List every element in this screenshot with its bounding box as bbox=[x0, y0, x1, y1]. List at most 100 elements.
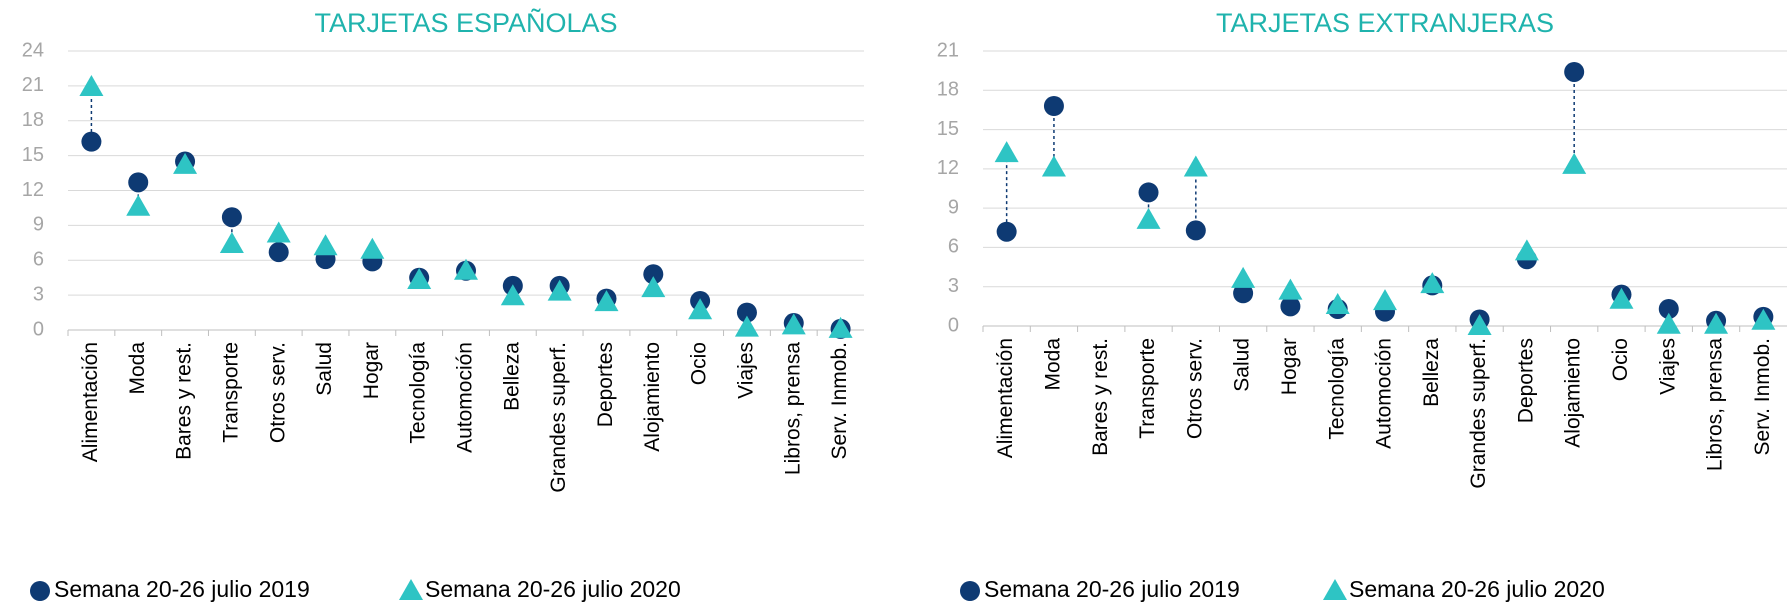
x-tick-label: Viajes bbox=[1656, 338, 1679, 395]
x-tick-label: Serv. Inmob. bbox=[1751, 338, 1774, 456]
point bbox=[1185, 220, 1206, 241]
point bbox=[219, 231, 244, 253]
x-tick-label: Alojamiento bbox=[1562, 338, 1585, 448]
x-tick-label: Deportes bbox=[594, 342, 617, 427]
x-tick-label: Bares y rest. bbox=[1089, 338, 1112, 456]
legend-marker bbox=[399, 579, 423, 600]
point bbox=[736, 302, 757, 323]
point bbox=[313, 234, 338, 256]
legend-marker bbox=[30, 581, 50, 601]
y-tick-label: 12 bbox=[22, 179, 44, 201]
y-tick-label: 9 bbox=[948, 196, 959, 218]
point bbox=[734, 315, 759, 337]
point bbox=[126, 194, 151, 216]
x-tick-label: Libros, prensa bbox=[1704, 338, 1727, 471]
point bbox=[268, 242, 289, 263]
point bbox=[1564, 61, 1585, 82]
legend-label: Semana 20-26 julio 2020 bbox=[1349, 576, 1605, 602]
point bbox=[1420, 272, 1445, 294]
point bbox=[996, 221, 1017, 242]
point bbox=[1373, 289, 1397, 311]
x-tick-label: Tecnología bbox=[1325, 338, 1348, 440]
point bbox=[128, 172, 149, 193]
x-tick-label: Belleza bbox=[1420, 338, 1443, 407]
y-tick-label: 15 bbox=[937, 118, 959, 140]
y-tick-label: 18 bbox=[937, 79, 959, 101]
point bbox=[641, 276, 666, 298]
point bbox=[1658, 298, 1679, 319]
legend-marker bbox=[1323, 579, 1347, 600]
x-tick-label: Viajes bbox=[734, 342, 757, 399]
point bbox=[360, 237, 385, 259]
x-tick-label: Libros, prensa bbox=[781, 342, 804, 475]
point bbox=[1467, 314, 1492, 335]
point bbox=[828, 316, 853, 338]
x-tick-label: Transporte bbox=[219, 342, 242, 443]
x-tick-label: Alojamiento bbox=[641, 342, 664, 452]
point bbox=[407, 268, 432, 290]
point bbox=[643, 264, 664, 285]
x-tick-label: Hogar bbox=[360, 342, 383, 399]
x-tick-label: Salud bbox=[313, 342, 336, 396]
point bbox=[1138, 182, 1159, 203]
y-tick-label: 9 bbox=[33, 214, 44, 236]
point bbox=[1231, 266, 1256, 288]
point bbox=[1656, 312, 1681, 334]
y-tick-label: 15 bbox=[22, 144, 44, 166]
point bbox=[1514, 239, 1539, 261]
point bbox=[1280, 296, 1301, 317]
y-tick-label: 24 bbox=[22, 39, 44, 61]
legend-label: Semana 20-26 julio 2019 bbox=[54, 576, 310, 602]
x-tick-label: Tecnología bbox=[407, 342, 430, 444]
legend-label: Semana 20-26 julio 2020 bbox=[425, 576, 681, 602]
point bbox=[221, 207, 242, 228]
point bbox=[1183, 155, 1208, 177]
point bbox=[1562, 152, 1587, 174]
x-tick-label: Hogar bbox=[1278, 338, 1301, 395]
point bbox=[994, 141, 1019, 163]
point bbox=[1704, 312, 1729, 334]
point bbox=[688, 298, 713, 320]
point bbox=[79, 75, 104, 97]
point bbox=[173, 152, 198, 174]
y-tick-label: 0 bbox=[33, 318, 44, 340]
legend-label: Semana 20-26 julio 2019 bbox=[984, 576, 1240, 602]
point bbox=[547, 279, 572, 301]
point bbox=[1751, 308, 1776, 330]
point bbox=[781, 313, 806, 335]
x-tick-label: Salud bbox=[1231, 338, 1254, 392]
point bbox=[594, 290, 619, 312]
point bbox=[81, 131, 102, 152]
y-tick-label: 21 bbox=[22, 74, 44, 96]
point bbox=[1136, 207, 1161, 229]
legend-marker bbox=[960, 581, 980, 601]
x-tick-label: Grandes superf. bbox=[547, 342, 570, 493]
y-tick-label: 6 bbox=[948, 236, 959, 258]
y-tick-label: 3 bbox=[33, 283, 44, 305]
point bbox=[1043, 96, 1064, 116]
y-tick-label: 3 bbox=[948, 275, 959, 297]
chart-title: TARJETAS EXTRANJERAS bbox=[1216, 8, 1554, 38]
point bbox=[454, 258, 478, 280]
x-tick-label: Transporte bbox=[1136, 338, 1159, 439]
x-tick-label: Bares y rest. bbox=[173, 342, 196, 460]
x-tick-label: Moda bbox=[1041, 338, 1064, 391]
x-tick-label: Serv. Inmob. bbox=[828, 342, 851, 460]
chart-title: TARJETAS ESPAÑOLAS bbox=[314, 7, 617, 38]
x-tick-label: Moda bbox=[126, 342, 149, 395]
y-tick-label: 21 bbox=[937, 39, 959, 61]
point bbox=[1041, 155, 1066, 177]
x-tick-label: Grandes superf. bbox=[1467, 338, 1490, 489]
x-tick-label: Ocio bbox=[688, 342, 711, 385]
point bbox=[1278, 278, 1303, 300]
x-tick-label: Alimentación bbox=[994, 338, 1017, 458]
x-tick-label: Belleza bbox=[500, 342, 523, 411]
x-tick-label: Otros serv. bbox=[1183, 338, 1206, 439]
y-tick-label: 0 bbox=[948, 314, 959, 336]
x-tick-label: Alimentación bbox=[79, 342, 102, 462]
point bbox=[1325, 293, 1350, 315]
point bbox=[266, 221, 291, 243]
y-tick-label: 6 bbox=[33, 249, 44, 271]
x-tick-label: Automoción bbox=[454, 342, 477, 453]
point bbox=[1609, 287, 1634, 309]
